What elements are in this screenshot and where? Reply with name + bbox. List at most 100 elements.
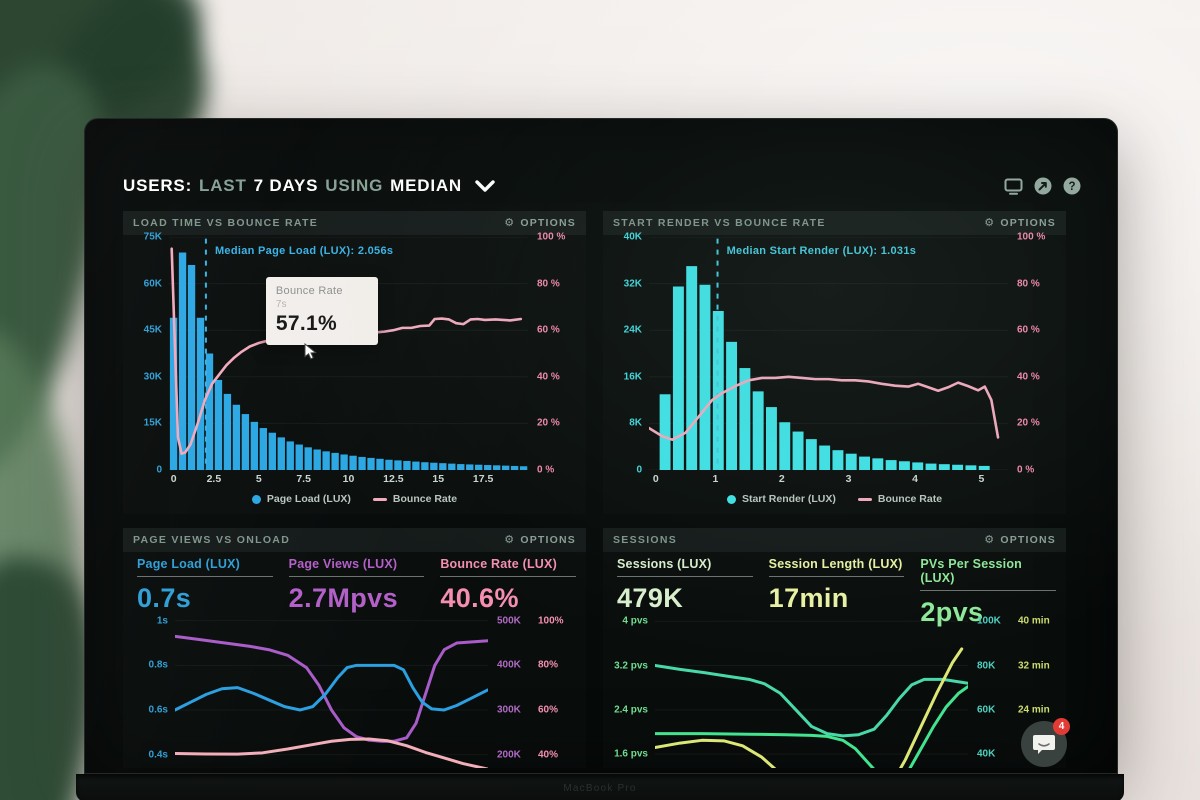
x-axis: 0 2.5 5 7.5 10 12.5 15 17.5 [170,473,494,485]
metric-pvs-per-session: PVs Per Session (LUX) 2pvs [920,555,1056,628]
help-icon[interactable]: ? [1063,177,1081,195]
metrics-row: Page Load (LUX) 0.7s Page Views (LUX) 2.… [137,555,576,613]
laptop: USERS: LAST 7 DAYS USING MEDIAN ? LOAD T… [76,118,1124,800]
sessions-chart[interactable] [655,614,968,768]
tooltip-value: 57.1% [275,312,337,335]
laptop-base: MacBook Pro [76,774,1124,800]
y-axis-right: 100 % 80 % 60 % 40 % 20 % 0 % [1017,231,1046,476]
metric-bounce-rate: Bounce Rate (LUX) 40.6% [440,555,576,614]
panel-header: LOAD TIME VS BOUNCE RATE ⚙ OPTIONS [123,211,586,235]
tooltip: Bounce Rate 7s 57.1% [265,277,378,360]
legend-line-icon [372,497,387,501]
metric-value: 2pvs [920,597,984,627]
panel-title: START RENDER VS BOUNCE RATE [613,217,826,229]
laptop-brand: MacBook Pro [563,783,637,794]
options-button[interactable]: ⚙ OPTIONS [984,216,1056,229]
metric-session-length: Session Length (LUX) 17min [768,555,905,628]
metric-page-load: Page Load (LUX) 0.7s [137,555,273,614]
divider [617,576,753,577]
load-time-chart[interactable]: Median Page Load (LUX): 2.056s Bounce Ra… [169,237,528,470]
laptop-screen: USERS: LAST 7 DAYS USING MEDIAN ? LOAD T… [84,118,1118,774]
start-render-histogram [649,237,1008,470]
metric-label: Session Length (LUX) [768,557,903,571]
legend-line-icon [857,497,872,501]
metric-sessions: Sessions (LUX) 479K [617,555,753,628]
page-views-chart[interactable] [175,614,488,768]
start-render-chart[interactable]: Median Start Render (LUX): 1.031s [649,237,1008,470]
legend-bounce-rate[interactable]: Bounce Rate [857,493,942,505]
panel-sessions: SESSIONS ⚙ OPTIONS Sessions (LUX) 479K Se… [603,528,1066,768]
gear-icon: ⚙ [504,533,516,546]
metric-label: PVs Per Session (LUX) [920,557,1022,585]
panel-header: SESSIONS ⚙ OPTIONS [603,528,1066,552]
y-axis-right: 500K 100% 400K 80% 300K 60% 200K 40% [497,615,564,761]
legend-start-render[interactable]: Start Render (LUX) [726,493,836,505]
panel-header: PAGE VIEWS VS ONLOAD ⚙ OPTIONS [123,528,586,552]
metric-value: 479K [617,583,684,613]
panel-page-views: PAGE VIEWS VS ONLOAD ⚙ OPTIONS Page Load … [123,528,586,768]
title-median: MEDIAN [390,176,462,195]
y-axis-left: 4 pvs 3.2 pvs 2.4 pvs 1.6 pvs [614,615,648,760]
panel-title: SESSIONS [613,534,678,546]
divider [920,590,1056,591]
chat-widget[interactable]: 4 [1021,718,1070,767]
notification-badge: 4 [1053,718,1070,735]
tooltip-subtitle: 7s [275,299,287,310]
y-axis-right: 100 % 80 % 60 % 40 % 20 % 0 % [537,231,566,476]
legend-dot-icon [251,494,261,504]
legend: Start Render (LUX) Bounce Rate [609,486,1060,512]
panel-load-time: LOAD TIME VS BOUNCE RATE ⚙ OPTIONS 75K 60K… [123,211,586,514]
title-last: LAST [199,176,247,195]
tooltip-title: Bounce Rate [275,285,343,297]
metric-value: 40.6% [440,583,519,613]
gear-icon: ⚙ [984,216,996,229]
options-button[interactable]: ⚙ OPTIONS [984,533,1056,546]
divider [137,576,273,577]
gear-icon: ⚙ [984,533,996,546]
metric-value: 17min [768,583,849,613]
panel-title: PAGE VIEWS VS ONLOAD [133,534,291,546]
svg-text:?: ? [1068,181,1075,193]
legend-page-load[interactable]: Page Load (LUX) [251,493,351,505]
display-icon[interactable] [1004,178,1023,195]
chevron-down-icon[interactable] [475,180,495,192]
gear-icon: ⚙ [504,216,516,229]
panel-title: LOAD TIME VS BOUNCE RATE [133,217,319,229]
panel-header: START RENDER VS BOUNCE RATE ⚙ OPTIONS [603,211,1066,235]
dashboard-header: USERS: LAST 7 DAYS USING MEDIAN ? [123,171,1081,201]
metric-label: Bounce Rate (LUX) [440,557,557,571]
load-time-histogram [169,237,528,470]
title-7days: 7 DAYS [253,176,319,195]
legend-bounce-rate[interactable]: Bounce Rate [372,493,457,505]
divider [440,576,576,577]
metrics-row: Sessions (LUX) 479K Session Length (LUX)… [617,555,1056,627]
title-users: USERS: [123,176,193,195]
y-axis-left: 1s 0.8s 0.6s 0.4s [148,615,168,761]
metric-label: Page Load (LUX) [137,557,241,571]
share-icon[interactable] [1034,177,1052,195]
legend: Page Load (LUX) Bounce Rate [129,486,580,512]
metric-page-views: Page Views (LUX) 2.7Mpvs [288,555,425,614]
metric-value: 2.7Mpvs [288,583,399,613]
divider [288,576,425,577]
title-using: USING [325,176,384,195]
options-button[interactable]: ⚙ OPTIONS [504,216,576,229]
page-views-line-chart [175,614,488,768]
metric-value: 0.7s [137,583,192,613]
chat-bubble-icon [1033,735,1055,754]
header-icons: ? [1004,177,1081,195]
median-annotation: Median Page Load (LUX): 2.056s [214,245,394,257]
page-title: USERS: LAST 7 DAYS USING MEDIAN [123,176,495,196]
mouse-cursor-icon [304,343,317,360]
metric-label: Sessions (LUX) [617,557,712,571]
y-axis-left: 40K 32K 24K 16K 8K 0 [623,231,642,476]
divider [768,576,905,577]
sessions-line-chart [655,614,968,768]
median-annotation: Median Start Render (LUX): 1.031s [726,245,917,257]
metric-label: Page Views (LUX) [288,557,398,571]
y-axis-left: 75K 60K 45K 30K 15K 0 [143,231,162,476]
options-button[interactable]: ⚙ OPTIONS [504,533,576,546]
y-axis-right: 100K 40 min 80K 32 min 60K 24 min 40K [977,615,1050,760]
